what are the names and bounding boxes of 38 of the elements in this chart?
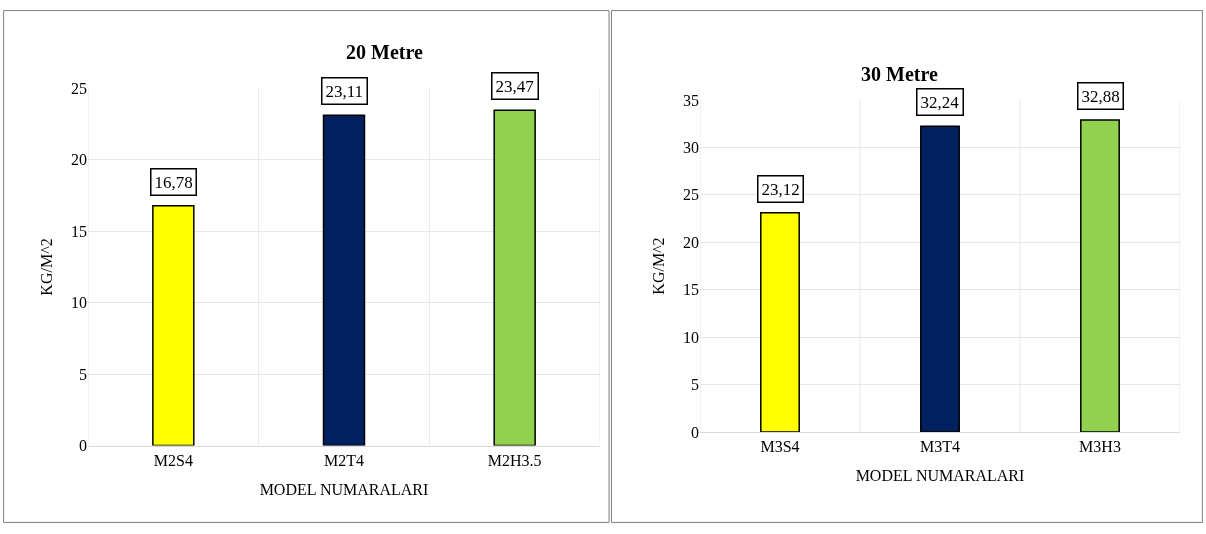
y-tick-label: 25 [683,186,699,204]
bar [1080,119,1120,433]
bar [760,211,800,433]
y-tick-label: 5 [691,376,699,394]
y-tick-label: 20 [683,233,699,251]
y-tick-label: 0 [79,437,87,455]
y-tick-label: 15 [71,222,87,240]
y-tick-label: 10 [71,294,87,312]
y-tick-label: 0 [691,423,699,441]
y-tick-label: 10 [683,328,699,346]
data-label: 23,11 [325,81,364,101]
data-label: 32,88 [1081,86,1120,106]
y-tick-label: 20 [71,151,87,169]
x-tick-label: M3T4 [920,438,960,456]
chart-title: 30 Metre [861,63,938,85]
y-tick-label: 15 [683,281,699,299]
chart-title: 20 Metre [346,41,423,63]
bar [322,114,366,446]
bar [152,205,195,446]
y-axis-title: KG/M^2 [37,238,55,296]
data-label: 23,12 [761,179,800,199]
bar [920,125,960,433]
data-label: 23,47 [495,76,535,96]
x-axis-title: MODEL NUMARALARI [855,466,1025,484]
bar [493,109,536,446]
x-tick-label: M2H3.5 [487,451,542,469]
x-tick-label: M3S4 [760,438,800,456]
x-tick-label: M2S4 [153,451,193,469]
y-tick-label: 25 [71,79,87,97]
y-tick-label: 5 [79,365,87,383]
data-label: 32,24 [920,92,960,112]
y-axis-title: KG/M^2 [649,237,667,295]
x-tick-label: M3H3 [1079,438,1121,456]
x-tick-label: M2T4 [324,451,364,469]
data-label: 16,78 [154,172,193,192]
y-tick-label: 35 [683,91,699,109]
y-tick-label: 30 [683,139,699,157]
x-axis-title: MODEL NUMARALARI [259,480,429,498]
